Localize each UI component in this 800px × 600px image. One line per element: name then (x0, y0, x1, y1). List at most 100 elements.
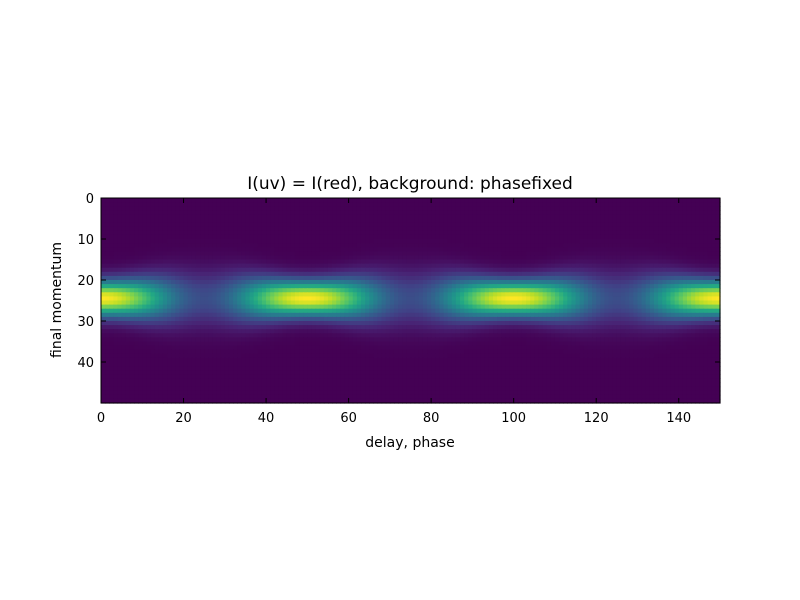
heatmap-cell (204, 288, 209, 293)
heatmap-cell (666, 202, 672, 207)
heatmap-cell (427, 280, 432, 285)
heatmap-cell (587, 280, 593, 285)
heatmap-cell (393, 284, 399, 289)
heatmap-cell (142, 222, 147, 228)
heatmap-cell (299, 251, 304, 256)
heatmap-cell (253, 292, 259, 297)
heatmap-cell (101, 271, 106, 277)
heatmap-cell (187, 271, 193, 277)
heatmap-cell (686, 210, 692, 215)
heatmap-cell (464, 230, 469, 236)
heatmap-cell (579, 198, 585, 203)
heatmap-cell (121, 300, 127, 306)
heatmap-cell (538, 267, 544, 273)
heatmap-cell (571, 243, 577, 248)
heatmap-cell (303, 198, 308, 203)
heatmap-cell (224, 226, 230, 232)
heatmap-cell (579, 308, 585, 314)
heatmap-cell (245, 234, 251, 240)
heatmap-cell (216, 288, 222, 293)
heatmap-cell (464, 251, 469, 256)
heatmap-cell (344, 280, 350, 285)
heatmap-cell (212, 304, 218, 310)
heatmap-cell (105, 214, 110, 220)
heatmap-cell (274, 247, 280, 252)
heatmap-cell (592, 267, 597, 273)
heatmap-cell (274, 288, 280, 293)
heatmap-cell (472, 218, 478, 224)
heatmap-cell (542, 308, 548, 314)
heatmap-cell (435, 243, 440, 248)
heatmap-cell (179, 308, 185, 314)
heatmap-cell (360, 206, 366, 211)
heatmap-cell (191, 243, 197, 248)
heatmap-cell (488, 292, 494, 297)
heatmap-cell (327, 312, 333, 318)
heatmap-cell (138, 247, 143, 252)
heatmap-cell (571, 259, 577, 265)
heatmap-cell (641, 325, 647, 330)
heatmap-cell (241, 333, 247, 338)
heatmap-cell (493, 230, 498, 236)
heatmap-cell (468, 247, 473, 252)
heatmap-cell (365, 263, 370, 269)
heatmap-cell (253, 255, 259, 261)
heatmap-cell (389, 325, 395, 330)
heatmap-cell (451, 239, 457, 244)
heatmap-cell (385, 300, 391, 306)
heatmap-cell (299, 243, 304, 248)
heatmap-cell (216, 296, 222, 302)
heatmap-cell (381, 300, 387, 306)
heatmap-cell (488, 308, 494, 314)
heatmap-cell (406, 239, 412, 244)
heatmap-cell (509, 251, 515, 256)
heatmap-cell (216, 292, 222, 297)
heatmap-cell (266, 329, 271, 334)
heatmap-cell (666, 292, 672, 297)
heatmap-cell (167, 312, 172, 318)
heatmap-cell (666, 255, 672, 261)
heatmap-cell (129, 333, 135, 338)
heatmap-cell (418, 202, 424, 207)
heatmap-cell (191, 202, 197, 207)
heatmap-cell (113, 308, 119, 314)
heatmap-cell (373, 300, 379, 306)
heatmap-cell (113, 210, 119, 215)
heatmap-cell (323, 304, 329, 310)
heatmap-cell (488, 226, 494, 232)
heatmap-cell (270, 226, 275, 232)
heatmap-cell (237, 247, 242, 252)
heatmap-cell (129, 239, 135, 244)
heatmap-cell (129, 308, 135, 314)
heatmap-cell (266, 198, 271, 203)
heatmap-cell (455, 325, 461, 330)
heatmap-cell (220, 239, 226, 244)
heatmap-cell (356, 218, 362, 224)
heatmap-cell (658, 329, 663, 334)
heatmap-cell (278, 284, 284, 289)
heatmap-cell (460, 284, 465, 289)
heatmap-cell (711, 230, 717, 236)
heatmap-cell (187, 218, 193, 224)
heatmap-cell (171, 333, 176, 338)
heatmap-cell (517, 267, 523, 273)
heatmap-cell (101, 329, 106, 334)
heatmap-cell (216, 251, 222, 256)
heatmap-cell (625, 312, 630, 318)
heatmap-cell (402, 214, 407, 220)
heatmap-cell (686, 259, 692, 265)
heatmap-cell (142, 259, 147, 265)
heatmap-cell (212, 271, 218, 277)
heatmap-cell (493, 292, 498, 297)
heatmap-cell (162, 230, 168, 236)
heatmap-cell (410, 296, 416, 302)
heatmap-cell (653, 222, 659, 228)
heatmap-cell (711, 288, 717, 293)
heatmap-cell (195, 325, 201, 330)
heatmap-cell (360, 247, 366, 252)
heatmap-cell (315, 321, 321, 326)
heatmap-cell (600, 230, 606, 236)
heatmap-cell (117, 251, 123, 256)
heatmap-cell (526, 296, 531, 302)
heatmap-cell (101, 304, 106, 310)
